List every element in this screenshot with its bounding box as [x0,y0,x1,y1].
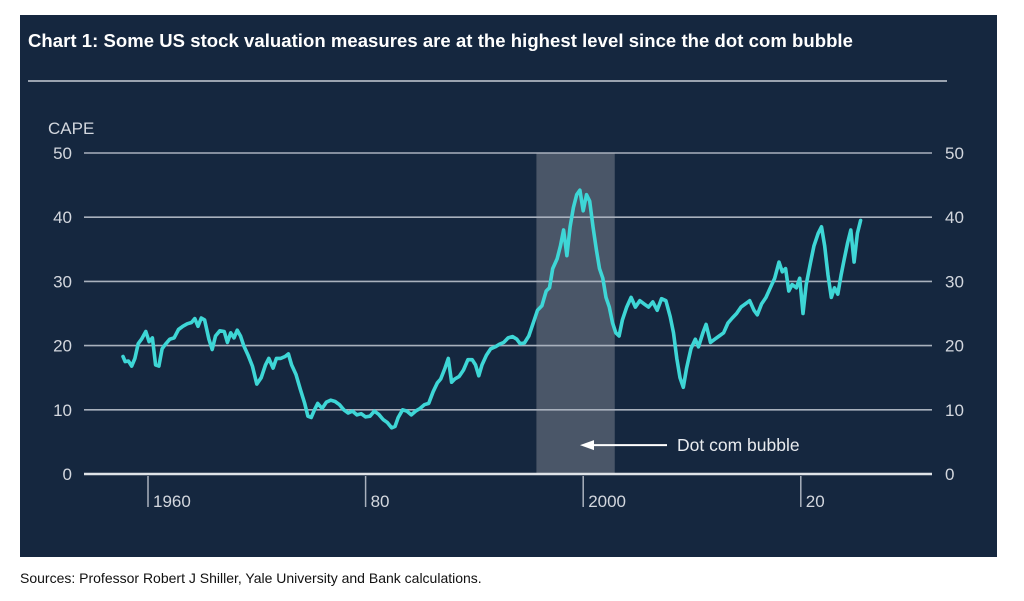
series-line-cape [121,188,863,430]
y-tick-label-left: 0 [63,465,72,484]
y-tick-label-left: 20 [53,337,72,356]
x-tick-label: 20 [806,492,825,511]
y-tick-label-right: 10 [945,401,964,420]
x-tick-label: 2000 [588,492,626,511]
y-tick-label-left: 50 [53,144,72,163]
y-tick-label-left: 30 [53,272,72,291]
title-divider [28,80,947,82]
y-tick-label-left: 40 [53,208,72,227]
sources-note: Sources: Professor Robert J Shiller, Yal… [20,570,482,586]
shaded-region-dot-com [536,153,615,474]
y-tick-label-right: 50 [945,144,964,163]
chart-title: Chart 1: Some US stock valuation measure… [28,30,853,51]
y-tick-label-right: 30 [945,272,964,291]
x-tick-label: 80 [371,492,390,511]
annotation-label: Dot com bubble [677,435,800,455]
x-tick-label: 1960 [153,492,191,511]
y-tick-label-right: 40 [945,208,964,227]
y-axis-title: CAPE [48,119,94,138]
arrow-left-icon [580,440,594,451]
chart-panel [20,15,997,557]
y-tick-label-left: 10 [53,401,72,420]
y-tick-label-right: 0 [945,465,954,484]
y-tick-label-right: 20 [945,337,964,356]
